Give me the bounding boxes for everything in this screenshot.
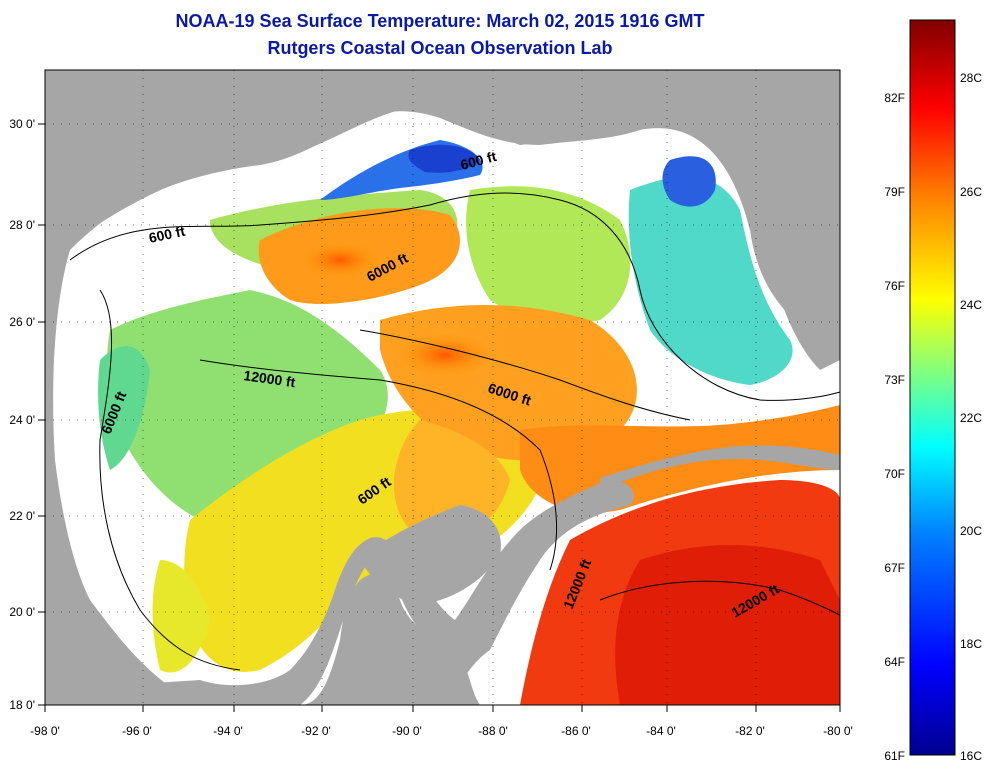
colorbar-f-label: 67F — [884, 561, 905, 575]
x-tick-label: -94 0' — [213, 724, 243, 738]
map-frame — [44, 69, 841, 706]
depth-contours — [69, 192, 841, 671]
colorbar-f-label: 73F — [884, 373, 905, 387]
colorbar-c-label: 20C — [960, 524, 982, 538]
colorbar-gradient — [909, 19, 956, 756]
colorbar-f-label: 79F — [884, 185, 905, 199]
colorbar-c-label: 18C — [960, 637, 982, 651]
x-tick-label: -92 0' — [301, 724, 331, 738]
x-tick-label: -98 0' — [30, 724, 60, 738]
sst-patch-fl-shelf-blue — [662, 156, 716, 207]
y-tick-label: 22 0' — [9, 509, 35, 523]
label-12000ft-central: 12000 ft — [243, 367, 297, 390]
land-yucatan — [360, 505, 501, 605]
land-mexico — [45, 480, 634, 705]
colorbar-f-label: 70F — [884, 467, 905, 481]
axis-ticks — [38, 123, 841, 712]
contour-6000ft-east — [359, 329, 691, 421]
x-tick-label: -84 0' — [646, 724, 676, 738]
x-tick-label: -88 0' — [478, 724, 508, 738]
y-tick-label: 28 0' — [9, 218, 35, 232]
colorbar-c-label: 22C — [960, 411, 982, 425]
map-subtitle: Rutgers Coastal Ocean Observation Lab — [267, 38, 613, 58]
land-west-texas — [45, 70, 130, 700]
colorbar: 82F 79F 76F 73F 70F 67F 64F 61F 28C 26C … — [884, 19, 982, 763]
colorbar-f-label: 64F — [884, 655, 905, 669]
colorbar-c-label: 24C — [960, 298, 982, 312]
sst-patch-yellow-west — [152, 560, 210, 673]
contour-12000ft — [199, 359, 558, 571]
sst-patch-caribbean-deep — [615, 545, 840, 705]
land-cuba — [600, 445, 840, 490]
x-tick-label: -96 0' — [122, 724, 152, 738]
map-area — [45, 70, 840, 705]
map-title: NOAA-19 Sea Surface Temperature: March 0… — [175, 11, 705, 31]
land-north-coast — [60, 70, 640, 255]
label-600ft-north: 600 ft — [147, 223, 186, 246]
contour-600ft — [69, 192, 841, 401]
colorbar-f-label: 61F — [884, 749, 905, 763]
colorbar-f-label: 82F — [884, 91, 905, 105]
y-tick-label: 30 0' — [9, 117, 35, 131]
sst-patch-central-green — [466, 186, 631, 324]
colorbar-c-label: 16C — [960, 749, 982, 763]
sst-patch-loop-hot — [395, 333, 495, 377]
y-tick-label: 26 0' — [9, 315, 35, 329]
colorbar-f-label: 76F — [884, 279, 905, 293]
y-tick-label: 20 0' — [9, 605, 35, 619]
sst-patch-west-teal — [98, 346, 150, 470]
sst-patch-north-hot — [300, 242, 380, 278]
x-tick-label: -86 0' — [561, 724, 591, 738]
colorbar-c-label: 28C — [960, 71, 982, 85]
x-tick-label: -82 0' — [735, 724, 765, 738]
contour-12000ft-caribbean — [599, 580, 841, 616]
contour-6000ft-west — [99, 289, 241, 671]
x-tick-label: -80 0' — [823, 724, 853, 738]
y-tick-label: 18 0' — [9, 698, 35, 712]
y-tick-label: 24 0' — [9, 413, 35, 427]
colorbar-c-label: 26C — [960, 185, 982, 199]
x-axis-labels: -98 0' -96 0' -94 0' -92 0' -90 0' -88 0… — [30, 724, 853, 738]
land-florida — [640, 70, 840, 370]
sst-patch-ms-coast — [408, 144, 480, 173]
x-tick-label: -90 0' — [392, 724, 422, 738]
y-axis-labels: 30 0' 28 0' 26 0' 24 0' 22 0' 20 0' 18 0… — [9, 117, 35, 712]
sst-patch-fl-shelf — [628, 176, 793, 385]
